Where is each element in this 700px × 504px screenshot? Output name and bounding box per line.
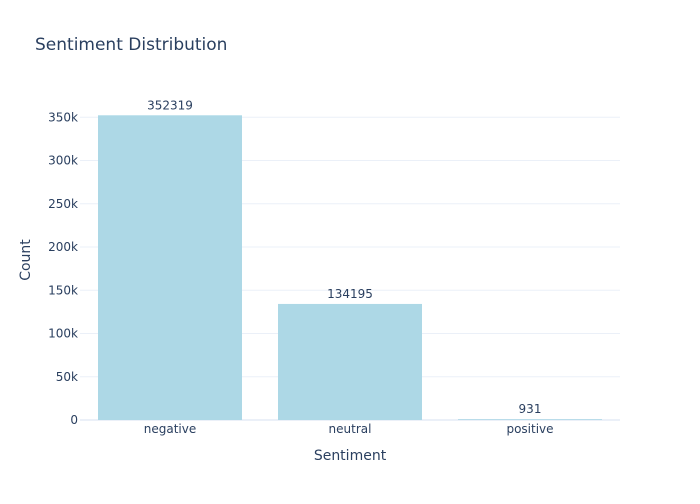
chart-title: Sentiment Distribution: [35, 35, 227, 55]
data-labels: 352319 134195 931: [147, 98, 541, 416]
x-tick-label-positive: positive: [506, 422, 553, 436]
y-tick-label: 200k: [48, 240, 78, 254]
data-label-positive: 931: [519, 402, 542, 416]
y-tick-label: 0: [70, 413, 78, 427]
y-tick-label: 250k: [48, 197, 78, 211]
y-tick-label: 150k: [48, 283, 78, 297]
data-label-negative: 352319: [147, 98, 193, 112]
x-tick-label-neutral: neutral: [329, 422, 372, 436]
y-axis-title: Count: [18, 239, 34, 281]
y-tick-label: 100k: [48, 327, 78, 341]
y-tick-label: 350k: [48, 110, 78, 124]
data-label-neutral: 134195: [327, 287, 373, 301]
x-tick-label-negative: negative: [144, 422, 196, 436]
bar-neutral[interactable]: [278, 303, 422, 420]
y-tick-label: 300k: [48, 154, 78, 168]
bars: [98, 115, 602, 420]
x-axis-ticks: negative neutral positive: [144, 422, 554, 436]
bar-positive[interactable]: [458, 419, 602, 420]
bar-negative[interactable]: [98, 115, 242, 420]
x-axis-title: Sentiment: [314, 448, 387, 464]
y-axis-ticks: 0 50k 100k 150k 200k 250k 300k 350k: [48, 110, 78, 427]
y-tick-label: 50k: [56, 370, 78, 384]
